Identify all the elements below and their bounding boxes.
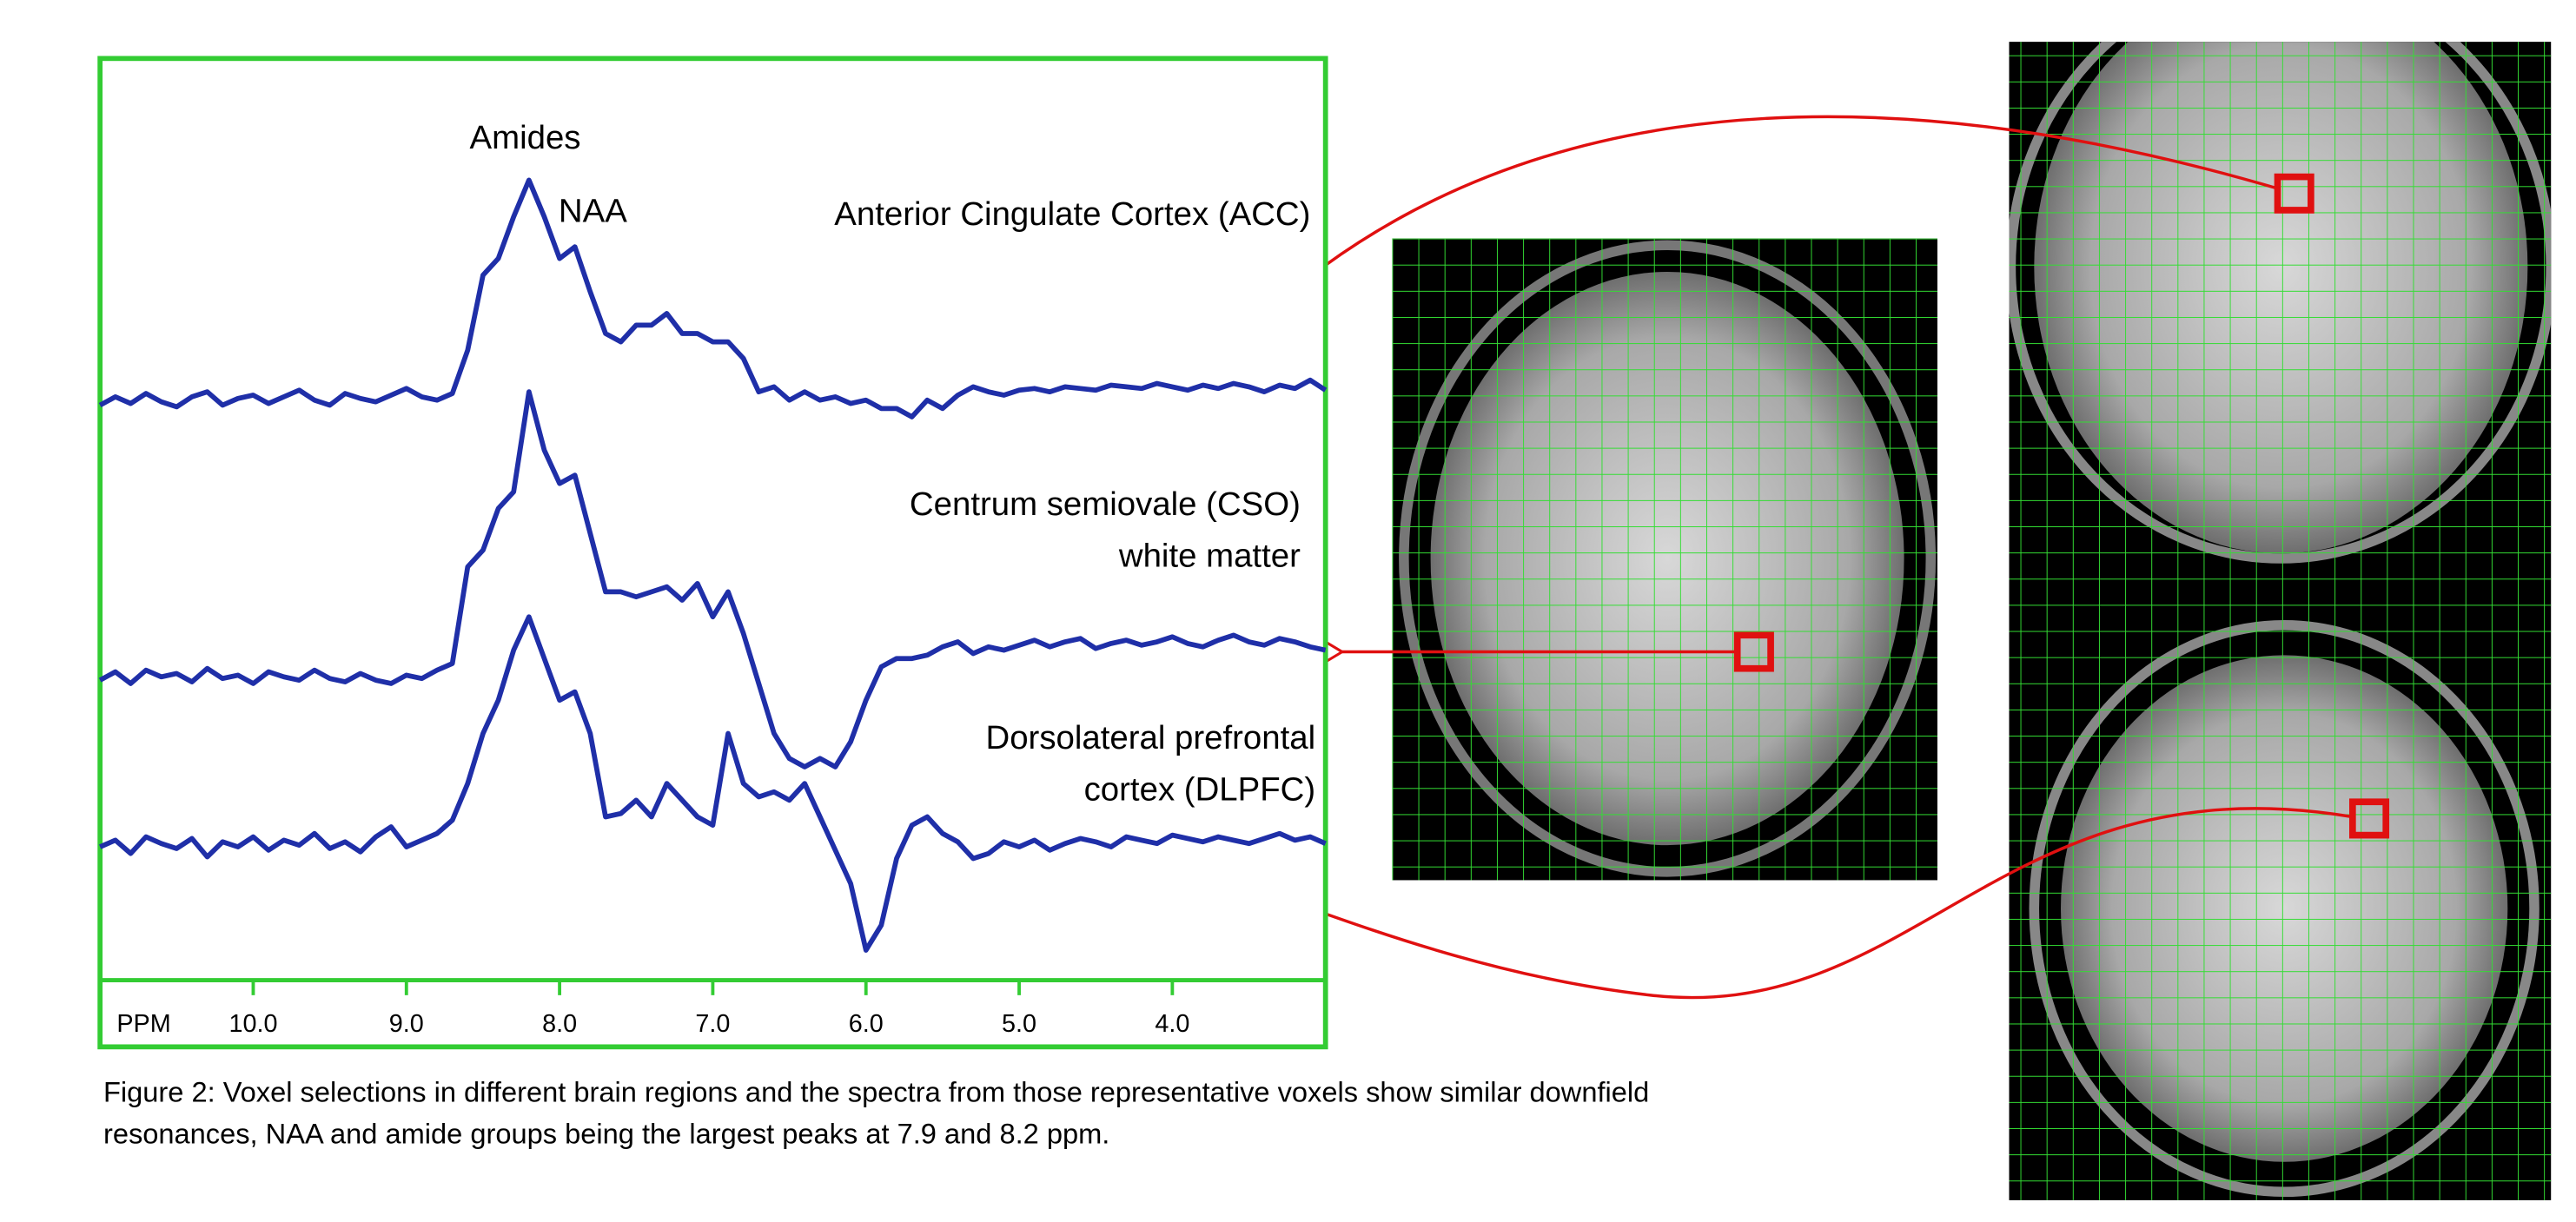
caption: Figure 2: Voxel selections in different … xyxy=(103,1076,1649,1108)
x-tick-label: 6.0 xyxy=(849,1010,884,1038)
mri-middle xyxy=(1392,238,1937,881)
x-tick-label: 4.0 xyxy=(1155,1010,1189,1038)
spectrum-plot: PPM Amides NAA Anterior Cingulate Cortex… xyxy=(97,56,1328,1050)
x-tick-label: 10.0 xyxy=(228,1010,277,1038)
arrows xyxy=(1222,115,2354,1000)
x-tick-label: 5.0 xyxy=(1002,1010,1036,1038)
annotation: Centrum semiovale (CSO) xyxy=(910,485,1301,523)
x-axis-label: PPM xyxy=(116,1010,170,1038)
annotation: Dorsolateral prefrontal xyxy=(985,719,1315,756)
spectrum-line xyxy=(98,177,1328,419)
x-tick-label: 8.0 xyxy=(542,1010,577,1038)
x-tick-label: 7.0 xyxy=(695,1010,730,1038)
annotation: white matter xyxy=(1118,538,1301,575)
annotation: cortex (DLPFC) xyxy=(1084,770,1316,808)
x-tick-label: 9.0 xyxy=(389,1010,424,1038)
spectrum-line xyxy=(98,389,1327,770)
plot-frame xyxy=(97,56,1328,1050)
spectrum-line xyxy=(98,614,1327,953)
mri-right xyxy=(2009,42,2552,1200)
caption: resonances, NAA and amide groups being t… xyxy=(103,1118,1109,1150)
annotation: Anterior Cingulate Cortex (ACC) xyxy=(834,195,1310,233)
annotation: Amides xyxy=(470,119,581,156)
annotation: NAA xyxy=(559,192,627,229)
